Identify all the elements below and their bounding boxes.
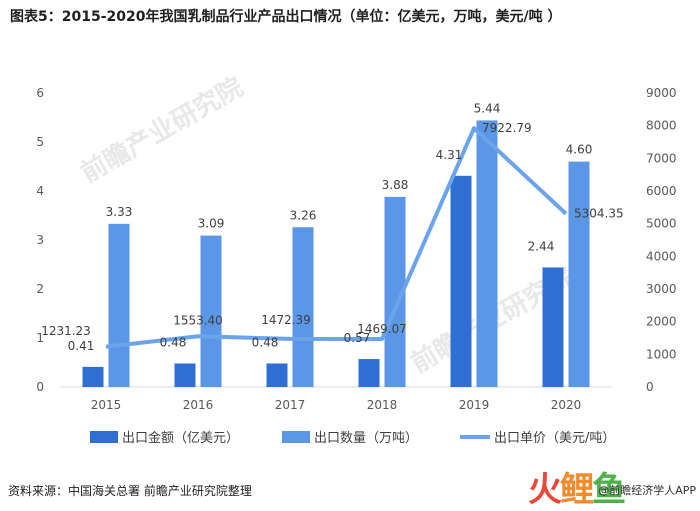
bar-amount [358,359,380,387]
legend-label-amount: 出口金额（亿美元） [122,430,239,446]
y-right-tick-label: 1000 [646,347,677,361]
bar-quantity [292,227,314,387]
bar-quantity [108,223,130,387]
bar-amount [542,267,564,387]
data-label-price: 1469.07 [357,322,407,336]
x-tick-label: 2020 [551,398,582,412]
y-left-tick-label: 4 [36,184,44,198]
data-label-quantity: 4.60 [566,143,593,157]
x-tick-label: 2019 [459,398,490,412]
bar-amount [450,175,472,387]
bar-amount [174,363,196,387]
y-left-tick-label: 6 [36,86,44,100]
source-note: 资料来源：中国海关总署 前瞻产业研究院整理 [8,484,252,498]
data-label-price: 1553.40 [173,313,223,327]
y-right-tick-label: 3000 [646,282,677,296]
y-left-tick-label: 2 [36,282,44,296]
y-right-tick-label: 6000 [646,184,677,198]
y-right-tick-label: 9000 [646,86,677,100]
data-label-price: 1231.23 [41,324,91,338]
y-left-tick-label: 5 [36,135,44,149]
data-label-price: 5304.35 [574,207,624,221]
data-label-quantity: 3.26 [290,208,317,222]
data-label-price: 7922.79 [482,121,532,135]
x-tick-label: 2017 [275,398,306,412]
bar-quantity [476,120,498,387]
y-left-tick-label: 0 [36,380,44,394]
bar-amount [82,366,104,387]
legend-label-quantity: 出口数量（万吨） [314,431,418,446]
data-label-amount: 0.57 [344,331,371,345]
data-label-quantity: 3.09 [198,217,225,231]
data-label-quantity: 5.44 [474,101,501,115]
data-label-amount: 0.48 [252,335,279,349]
legend-swatch-amount [90,431,118,443]
y-right-tick-label: 2000 [646,315,677,329]
chart-title: 图表5：2015-2020年我国乳制品行业产品出口情况（单位：亿美元，万吨，美元… [10,9,562,25]
data-label-price: 1472.39 [261,313,311,327]
y-right-tick-label: 5000 [646,217,677,231]
data-label-amount: 0.48 [160,335,187,349]
y-right-tick-label: 4000 [646,249,677,263]
bar-quantity [568,161,590,387]
bar-amount [266,363,288,387]
data-label-quantity: 3.88 [382,178,409,192]
y-right-tick-label: 8000 [646,119,677,133]
data-label-amount: 2.44 [528,239,555,253]
bar-quantity [200,235,222,387]
y-right-tick-label: 7000 [646,151,677,165]
y-left-tick-label: 3 [36,233,44,247]
line-price [105,126,568,349]
data-label-amount: 4.31 [436,148,463,162]
x-tick-label: 2016 [183,398,214,412]
data-label-quantity: 3.33 [106,205,133,219]
x-tick-label: 2018 [367,398,398,412]
y-right-tick-label: 0 [646,380,654,394]
bar-quantity [384,196,406,387]
brand-text: @前瞻经济学人APP [598,484,696,497]
x-tick-label: 2015 [91,398,122,412]
brand-logo-mark: 火鲤鱼 [528,470,626,510]
legend-label-price: 出口单价（美元/吨） [494,431,615,446]
legend-swatch-quantity [282,431,310,443]
brand-logo: 火鲤鱼 @前瞻经济学人APP [528,462,698,510]
data-label-amount: 0.41 [68,339,95,353]
y-left-tick-label: 1 [36,331,44,345]
